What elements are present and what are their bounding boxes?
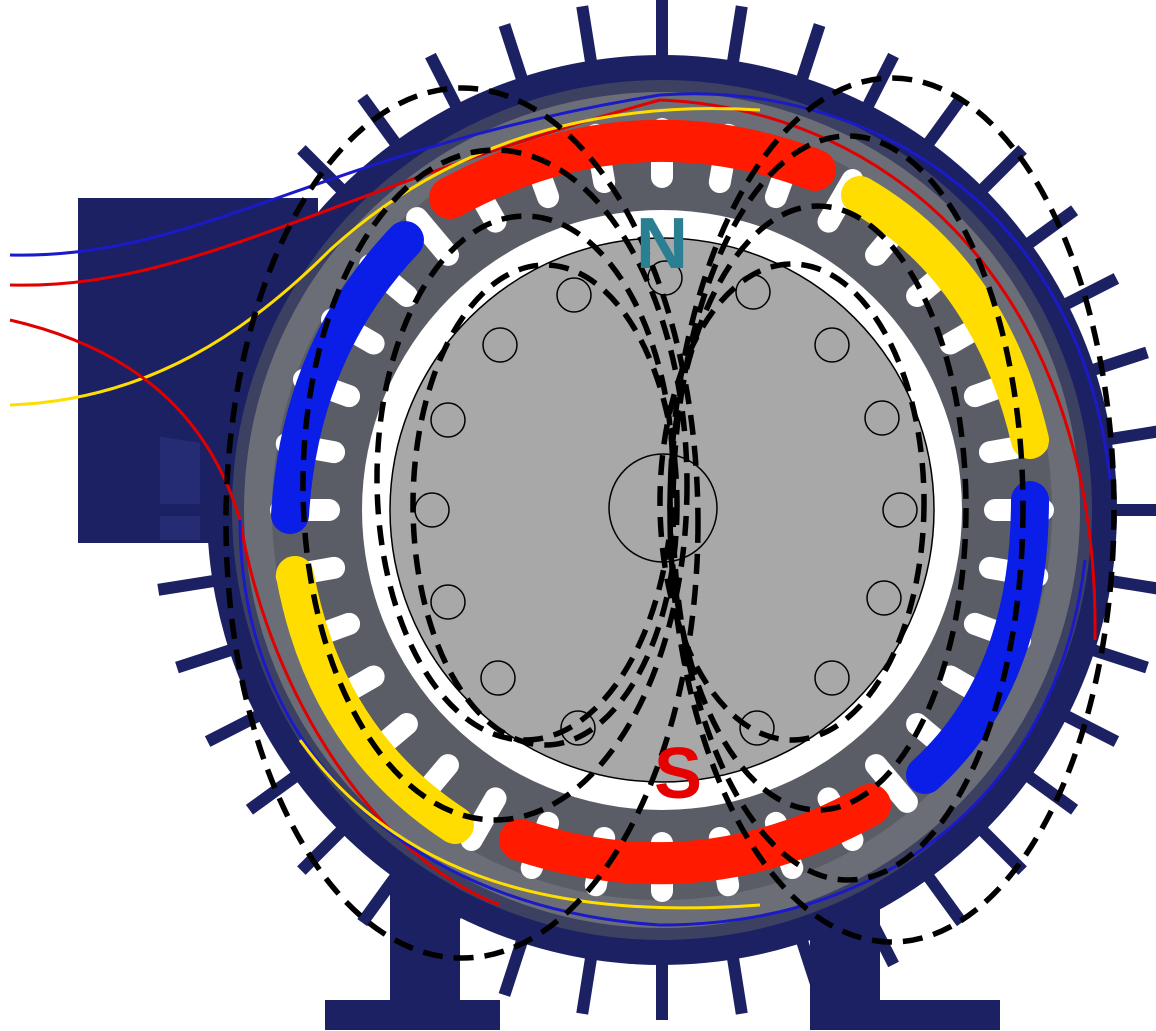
fin-icon (856, 52, 899, 121)
fin-icon (724, 943, 748, 1015)
fin-icon (498, 23, 532, 94)
fin-icon (1051, 273, 1120, 316)
rotor-bar (414, 492, 450, 528)
rotor-bar (864, 400, 900, 436)
flux-line-left-core (410, 262, 680, 748)
rotor-bar (556, 277, 592, 313)
rotor-bar (882, 492, 918, 528)
stator-slot (406, 207, 459, 266)
rotor-bar (430, 402, 466, 438)
flux-line-right-middle (670, 133, 1026, 883)
fin-icon (425, 899, 468, 968)
fin-icon (656, 0, 668, 70)
winding-yellow-left (276, 556, 474, 844)
flux-line-right-outer (667, 75, 1117, 945)
winding-yellow-right (841, 176, 1049, 459)
fin-icon (157, 424, 229, 448)
stator-slot (460, 787, 507, 851)
fin-icon (656, 950, 668, 1020)
rotor-bar (430, 584, 466, 620)
fin-icon (204, 273, 273, 316)
winding-blue-left (271, 221, 424, 534)
rotor-bar (814, 327, 850, 363)
fin-icon (157, 572, 229, 596)
fin-icon (856, 899, 899, 968)
winding-wires (9, 92, 1112, 927)
rotor-bar (482, 327, 518, 363)
fin-icon (1078, 346, 1149, 380)
fin-icon (792, 23, 826, 94)
fin-icon (1078, 640, 1149, 674)
rotor-bar (735, 274, 771, 310)
fin-icon (576, 5, 600, 77)
fin-icon (1095, 424, 1156, 448)
fin-icon (792, 926, 826, 997)
south-pole-label: S (654, 734, 702, 814)
north-pole-label: N (636, 204, 688, 284)
winding-blue-right (906, 481, 1049, 794)
stator-slot (865, 754, 918, 813)
flux-line-right-core (657, 261, 927, 743)
flux-line-right-inner (667, 203, 969, 813)
fin-icon (204, 704, 273, 747)
fin-icon (175, 640, 246, 674)
flux-line-left-middle (300, 147, 690, 823)
winding-red-bottom (499, 784, 891, 885)
rotor-bar (739, 710, 775, 746)
magnetic-flux-lines (223, 75, 1117, 961)
flux-line-left-outer (223, 85, 701, 961)
rotor-bar (480, 660, 516, 696)
fin-icon (724, 5, 748, 77)
rotor-bar (814, 660, 850, 696)
fin-icon (152, 504, 222, 516)
fin-icon (576, 943, 600, 1015)
rotor-bar (866, 580, 902, 616)
